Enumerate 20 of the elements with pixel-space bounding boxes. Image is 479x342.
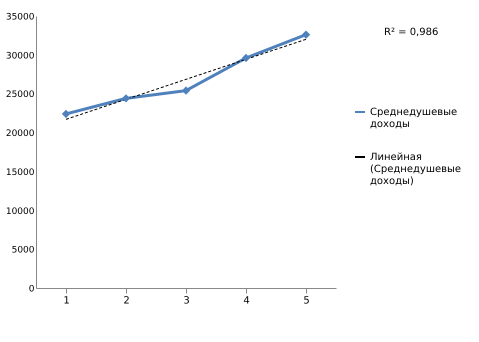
y-tick-label: 30000 xyxy=(6,51,35,62)
legend-label: Линейная (Среднедушевые доходы) xyxy=(370,152,462,187)
y-tick-label: 35000 xyxy=(6,12,35,22)
point xyxy=(242,54,250,62)
y-tick-label: 5000 xyxy=(12,246,35,256)
point xyxy=(122,94,130,103)
point xyxy=(62,110,70,118)
point xyxy=(302,30,310,39)
x-tick-label: 1 xyxy=(63,296,70,306)
legend-label: Среднедушевые доходы xyxy=(370,107,458,130)
x-tick-label: 2 xyxy=(123,296,130,306)
x-tick-label: 4 xyxy=(243,296,250,306)
y-tick-label: 0 xyxy=(28,284,35,294)
text: R² = 0,986 xyxy=(384,27,438,38)
y-tick-label: 25000 xyxy=(6,90,35,100)
x-tick-label: 5 xyxy=(303,296,310,306)
y-tick-label: 15000 xyxy=(6,168,35,178)
x-tick-label: 3 xyxy=(183,296,190,306)
y-tick-label: 20000 xyxy=(6,129,35,140)
y-tick-label: 10000 xyxy=(6,206,35,217)
